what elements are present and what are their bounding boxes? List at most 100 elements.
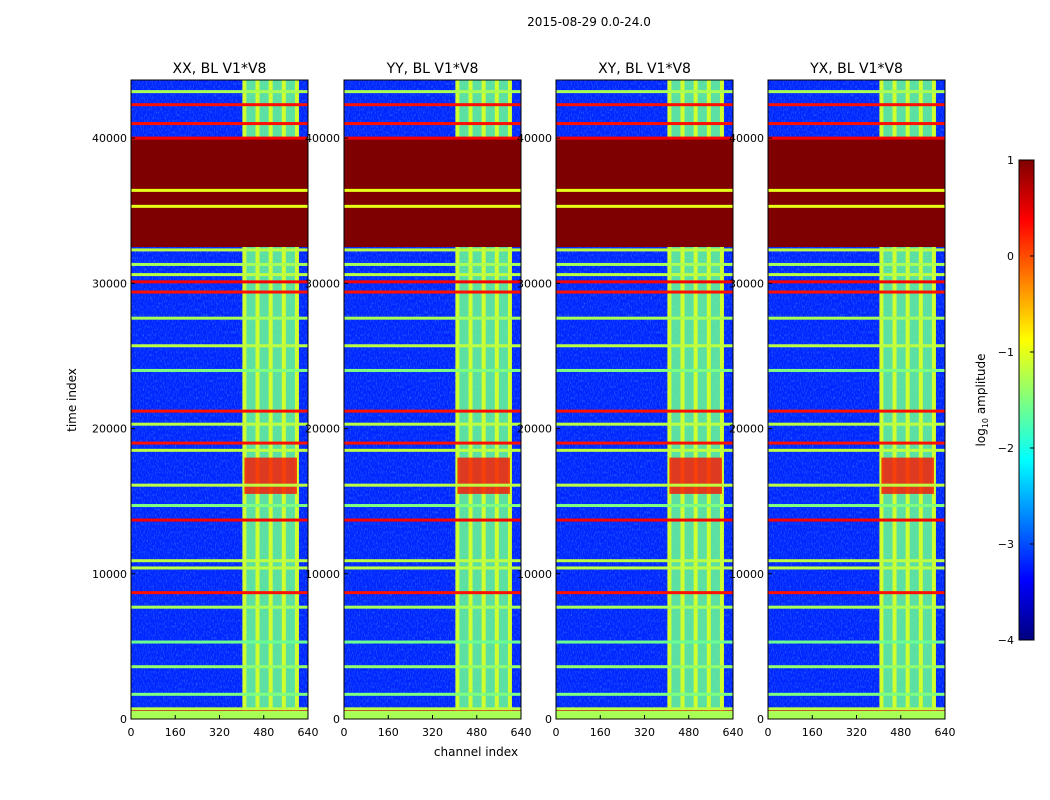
active-channel-stripe xyxy=(494,80,499,719)
horizontal-line xyxy=(556,316,733,320)
heatmap-panel: YX, BL V1*V8 0 160 320 480 640 0 10000 20000 3000… xyxy=(729,61,956,739)
horizontal-line xyxy=(131,90,308,94)
horizontal-line xyxy=(344,280,521,284)
x-tick-label: 0 xyxy=(128,726,135,739)
active-channel-stripe xyxy=(455,80,460,719)
horizontal-line xyxy=(556,441,733,445)
active-channel-stripe xyxy=(468,80,473,719)
active-channel-stripe xyxy=(905,80,910,719)
active-channel-stripe xyxy=(719,80,724,719)
y-tick-label: 10000 xyxy=(729,568,764,581)
colorbar-label-sub: 10 xyxy=(981,418,990,428)
horizontal-line xyxy=(131,280,308,284)
horizontal-line xyxy=(344,90,521,94)
x-tick-label: 480 xyxy=(890,726,911,739)
horizontal-line xyxy=(344,204,521,208)
horizontal-line xyxy=(768,280,945,284)
horizontal-line xyxy=(131,518,308,522)
active-channel-stripe xyxy=(667,80,672,719)
colorbar-tick-label: −3 xyxy=(998,538,1014,551)
saturated-band xyxy=(556,138,733,248)
horizontal-line xyxy=(556,483,733,487)
horizontal-line xyxy=(556,409,733,413)
y-tick-label: 10000 xyxy=(305,568,340,581)
y-axis-label: time index xyxy=(65,368,79,432)
horizontal-line xyxy=(344,518,521,522)
x-tick-label: 0 xyxy=(765,726,772,739)
horizontal-line xyxy=(344,344,521,348)
horizontal-line xyxy=(768,665,945,669)
horizontal-line xyxy=(768,368,945,372)
colorbar-label-prefix: log xyxy=(974,428,988,446)
horizontal-line xyxy=(344,441,521,445)
active-channel-stripe xyxy=(918,80,923,719)
active-channel-stripe xyxy=(706,80,711,719)
x-tick-label: 0 xyxy=(553,726,560,739)
y-tick-label: 10000 xyxy=(92,568,127,581)
colorbar-label: log10 amplitude xyxy=(974,354,990,447)
horizontal-line xyxy=(556,188,733,192)
horizontal-line xyxy=(768,422,945,426)
panel-title: XY, BL V1*V8 xyxy=(598,61,691,77)
panels-group: XX, BL V1*V8 0 160 320 480 640 0 10000 20000 3000… xyxy=(92,61,956,739)
x-tick-label: 320 xyxy=(634,726,655,739)
y-tick-label: 30000 xyxy=(92,277,127,290)
horizontal-line xyxy=(344,591,521,595)
horizontal-line xyxy=(768,591,945,595)
active-channel-stripe xyxy=(242,80,247,719)
y-tick-label: 30000 xyxy=(305,277,340,290)
saturated-band xyxy=(768,138,945,248)
horizontal-line xyxy=(556,90,733,94)
horizontal-line xyxy=(768,409,945,413)
hot-region xyxy=(881,457,934,494)
heatmap-panel: XX, BL V1*V8 0 160 320 480 640 0 10000 20000 3000… xyxy=(92,61,319,739)
horizontal-line xyxy=(131,136,308,140)
horizontal-line xyxy=(556,707,733,711)
horizontal-line xyxy=(556,262,733,266)
colorbar-tick-label: −2 xyxy=(998,442,1014,455)
horizontal-line xyxy=(131,591,308,595)
horizontal-line xyxy=(344,248,521,252)
horizontal-line xyxy=(131,422,308,426)
horizontal-line xyxy=(556,518,733,522)
horizontal-line xyxy=(768,90,945,94)
horizontal-line xyxy=(768,504,945,508)
active-channel-stripe xyxy=(255,80,260,719)
x-tick-label: 320 xyxy=(422,726,443,739)
heatmap-panel: YY, BL V1*V8 0 160 320 480 640 0 10000 20000 3000… xyxy=(305,61,532,739)
horizontal-line xyxy=(556,273,733,277)
horizontal-line xyxy=(344,273,521,277)
y-tick-label: 40000 xyxy=(517,132,552,145)
horizontal-line xyxy=(131,483,308,487)
horizontal-line xyxy=(556,204,733,208)
horizontal-line xyxy=(556,566,733,570)
y-tick-label: 40000 xyxy=(729,132,764,145)
x-tick-label: 160 xyxy=(802,726,823,739)
y-tick-label: 0 xyxy=(545,713,552,726)
horizontal-line xyxy=(768,248,945,252)
y-tick-label: 40000 xyxy=(305,132,340,145)
active-channel-stripe xyxy=(680,80,685,719)
horizontal-line xyxy=(344,483,521,487)
active-channel-stripe xyxy=(481,80,486,719)
horizontal-line xyxy=(131,692,308,696)
horizontal-line xyxy=(768,640,945,644)
hot-region xyxy=(244,457,297,494)
colorbar-label-suffix: amplitude xyxy=(974,354,988,418)
horizontal-line xyxy=(344,122,521,126)
horizontal-line xyxy=(556,290,733,294)
horizontal-line xyxy=(768,559,945,563)
active-channel-stripe xyxy=(507,80,512,719)
horizontal-line xyxy=(131,707,308,711)
x-tick-label: 160 xyxy=(378,726,399,739)
horizontal-line xyxy=(556,448,733,452)
horizontal-line xyxy=(131,290,308,294)
horizontal-line xyxy=(556,504,733,508)
horizontal-line xyxy=(768,483,945,487)
horizontal-line xyxy=(131,504,308,508)
horizontal-line xyxy=(131,640,308,644)
y-tick-label: 20000 xyxy=(92,423,127,436)
active-channel-stripe xyxy=(879,80,884,719)
saturated-band xyxy=(344,138,521,248)
horizontal-line xyxy=(131,103,308,107)
